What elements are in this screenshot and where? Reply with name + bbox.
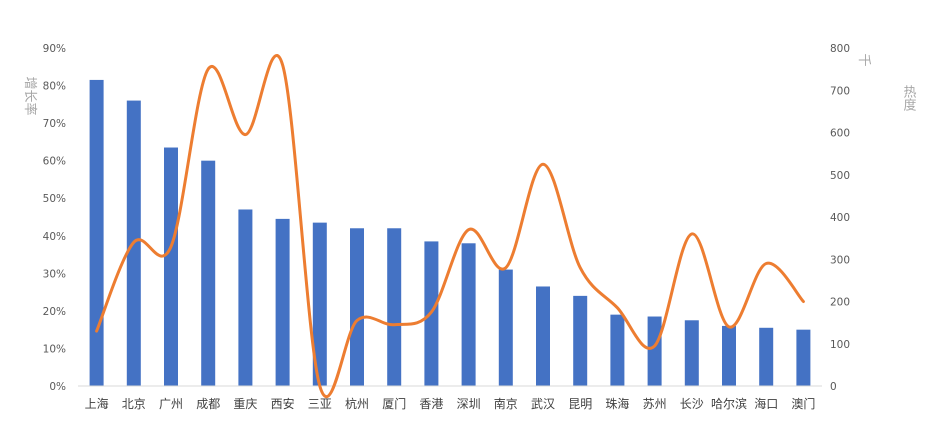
bar bbox=[238, 209, 253, 386]
bar bbox=[312, 222, 327, 386]
category-label: 深圳 bbox=[457, 397, 481, 411]
bar bbox=[684, 320, 699, 386]
category-label: 上海 bbox=[85, 396, 109, 411]
bar bbox=[722, 325, 736, 386]
right-tick-label: 0 bbox=[830, 381, 837, 393]
category-label: 海口 bbox=[754, 396, 778, 411]
right-axis-title: 热度 bbox=[901, 85, 917, 111]
bar bbox=[759, 327, 774, 386]
bar bbox=[387, 228, 402, 386]
right-y-axis: 0 100 200 300 400 500 600 700 800 bbox=[830, 43, 850, 393]
category-label: 珠海 bbox=[605, 396, 629, 411]
category-label: 长沙 bbox=[680, 397, 704, 411]
category-label: 三亚 bbox=[308, 397, 332, 411]
bar bbox=[350, 228, 364, 386]
category-label: 哈尔滨 bbox=[711, 396, 747, 411]
category-label: 昆明 bbox=[568, 397, 592, 411]
category-label: 澳门 bbox=[791, 396, 815, 411]
bar bbox=[498, 269, 513, 386]
right-tick-label: 600 bbox=[830, 128, 850, 140]
x-axis-categories: 上海 北京 广州 成都 重庆 西安 三亚 杭州 厦门 香港 深圳 南京 武汉 昆明 珠海 苏州 长沙 哈尔滨 海口澳… bbox=[85, 396, 816, 411]
category-label: 成都 bbox=[196, 397, 220, 411]
bar bbox=[164, 147, 178, 386]
left-tick-label: 20% bbox=[43, 306, 66, 318]
bar bbox=[610, 314, 625, 386]
right-tick-label: 200 bbox=[830, 297, 850, 309]
category-label: 香港 bbox=[419, 397, 443, 411]
right-tick-label: 400 bbox=[830, 212, 850, 224]
left-tick-label: 60% bbox=[43, 156, 66, 168]
category-label: 广州 bbox=[159, 397, 183, 411]
category-label: 苏州 bbox=[643, 397, 667, 411]
right-axis-unit: 千 bbox=[856, 53, 871, 66]
left-tick-label: 90% bbox=[43, 43, 66, 55]
bar-series bbox=[89, 79, 811, 387]
left-tick-label: 0% bbox=[49, 381, 66, 393]
bar bbox=[89, 79, 104, 386]
left-tick-label: 10% bbox=[43, 343, 66, 355]
heat-line-series bbox=[95, 53, 805, 399]
category-label: 西安 bbox=[271, 396, 295, 411]
bar bbox=[536, 286, 550, 386]
category-label: 武汉 bbox=[531, 397, 555, 411]
right-tick-label: 800 bbox=[830, 43, 850, 55]
category-label: 北京 bbox=[122, 397, 146, 411]
category-label: 重庆 bbox=[233, 397, 257, 411]
right-tick-label: 500 bbox=[830, 170, 850, 182]
category-label: 杭州 bbox=[345, 396, 369, 411]
left-tick-label: 70% bbox=[43, 118, 66, 130]
left-axis-title: 增长率 bbox=[22, 76, 38, 115]
left-tick-label: 80% bbox=[43, 81, 66, 93]
category-label: 厦门 bbox=[382, 396, 406, 411]
right-tick-label: 300 bbox=[830, 254, 850, 266]
right-tick-label: 100 bbox=[830, 339, 850, 351]
bar bbox=[201, 160, 216, 386]
left-tick-label: 40% bbox=[43, 231, 66, 243]
category-label: 南京 bbox=[494, 396, 518, 411]
bar bbox=[796, 329, 811, 386]
bar bbox=[275, 218, 290, 386]
bar bbox=[647, 316, 662, 386]
left-tick-label: 30% bbox=[43, 268, 66, 280]
bar bbox=[461, 243, 476, 386]
right-tick-label: 700 bbox=[830, 85, 850, 97]
left-y-axis: 0% 10% 20% 30% 40% 50% 60% 70% 80% 90% bbox=[43, 43, 66, 393]
left-tick-label: 50% bbox=[43, 193, 66, 205]
bar bbox=[573, 295, 588, 386]
